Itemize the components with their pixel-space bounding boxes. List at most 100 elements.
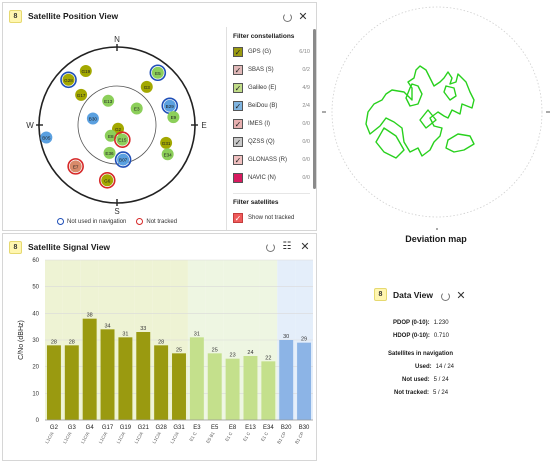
bar-g31[interactable] <box>172 353 186 420</box>
satellite-e7[interactable]: E7 <box>67 158 84 175</box>
satellite-e15[interactable]: E15 <box>114 131 131 148</box>
satellite-label: B30 <box>89 117 98 122</box>
bar-g28[interactable] <box>154 345 169 420</box>
close-icon[interactable]: ✕ <box>300 240 310 253</box>
constellation-checkbox[interactable]: ✓ <box>233 119 243 129</box>
satellite-status-ring <box>60 71 77 89</box>
bar-value-label: 31 <box>194 331 200 337</box>
satellite-g28[interactable]: G28 <box>60 71 77 89</box>
constellation-filter-sbas[interactable]: ✓ SBAS (S) 0/2 <box>233 63 310 77</box>
filter-satellites-title: Filter satellites <box>233 199 279 206</box>
satellite-b07[interactable]: B07 <box>114 151 132 168</box>
bar-value-label: 29 <box>301 337 307 343</box>
position-panel-header: 8 Satellite Position View <box>9 7 118 25</box>
satellite-label: G3 <box>144 85 151 90</box>
legend-not-used: Not used in navigation <box>67 218 127 225</box>
satellite-e34[interactable]: E34 <box>161 148 174 161</box>
not-tracked-label: Not tracked: <box>394 390 430 396</box>
constellation-filter-navic[interactable]: NAVIC (N) 0/0 <box>233 171 310 185</box>
refresh-icon[interactable] <box>264 241 276 253</box>
satellite-dot <box>167 111 180 124</box>
bar-value-label: 23 <box>230 353 236 359</box>
satellite-b30[interactable]: B30 <box>86 112 99 125</box>
satellite-g3[interactable]: G3 <box>140 80 153 93</box>
satellite-e13[interactable]: E13 <box>102 94 115 107</box>
bar-g4[interactable] <box>82 318 97 420</box>
close-icon[interactable]: ✕ <box>456 289 466 302</box>
not-used-legend-icon <box>57 218 64 225</box>
satellite-dot <box>40 131 53 144</box>
data-view-title: Data View <box>393 289 434 300</box>
satellite-g17[interactable]: G17 <box>75 88 88 101</box>
filter-scrollbar[interactable] <box>313 29 316 189</box>
data-view-panel: 8 Data View ✕ PDOP (0-10): 1.230 HDOP (0-… <box>368 285 518 405</box>
close-icon[interactable]: ✕ <box>298 10 308 23</box>
bar-e13[interactable] <box>243 356 258 420</box>
satellite-b05[interactable]: B05 <box>40 131 53 144</box>
settings-icon[interactable]: ☷ <box>282 240 292 252</box>
bar-b30[interactable] <box>297 342 312 420</box>
not-used-label: Not used: <box>402 377 430 383</box>
constellation-filter-qzss[interactable]: ✓ QZSS (Q) 0/0 <box>233 135 310 149</box>
bar-b20[interactable] <box>279 340 294 420</box>
constellation-checkbox[interactable]: ✓ <box>233 155 243 165</box>
constellation-filter-imes[interactable]: ✓ IMES (I) 0/0 <box>233 117 310 131</box>
constellation-checkbox[interactable]: ✓ <box>233 47 243 57</box>
refresh-icon[interactable] <box>281 11 293 23</box>
constellation-count: 4/9 <box>302 85 310 91</box>
bar-value-label: 28 <box>51 339 57 345</box>
refresh-icon[interactable] <box>439 290 451 302</box>
filter-sidebar: Filter constellations ✓ GPS (G) 6/10 ✓ SBAS … <box>226 27 316 230</box>
satellite-e9[interactable]: E9 <box>167 111 180 124</box>
legend-not-tracked: Not tracked <box>146 218 178 225</box>
bar-g21[interactable] <box>136 332 151 420</box>
satellite-e36[interactable]: E36 <box>103 146 116 159</box>
constellation-checkbox[interactable]: ✓ <box>233 137 243 147</box>
signal-type-label: L1C/A <box>80 431 91 444</box>
constellation-filter-gps[interactable]: ✓ GPS (G) 6/10 <box>233 45 310 59</box>
satellite-label: G31 <box>162 141 171 146</box>
x-tick-label: E8 <box>229 425 237 431</box>
bar-e3[interactable] <box>189 337 204 420</box>
satellite-e3[interactable]: E3 <box>130 102 143 115</box>
constellation-filter-beidou[interactable]: ✓ BeiDou (B) 2/4 <box>233 99 310 113</box>
show-not-tracked-checkbox[interactable]: ✓ <box>233 213 243 223</box>
signal-badge: 8 <box>9 240 22 254</box>
bar-e8[interactable] <box>225 358 240 420</box>
satellite-e5[interactable]: E5 <box>149 64 167 82</box>
satellite-g19[interactable]: G19 <box>79 64 92 77</box>
bar-value-label: 22 <box>265 355 271 361</box>
satellite-g31[interactable]: G31 <box>160 136 173 149</box>
constellation-checkbox[interactable]: ✓ <box>233 101 243 111</box>
x-tick-label: G17 <box>102 425 114 431</box>
satellite-label: E13 <box>104 99 113 104</box>
satellite-signal-panel: 8 Satellite Signal View ☷ ✕ 0 10 20 30 40 50 6… <box>2 233 317 461</box>
sats-nav-title: Satellites in navigation <box>388 351 454 357</box>
satellite-label: G28 <box>64 78 73 83</box>
satellite-e8[interactable]: E8 <box>104 129 117 142</box>
satellite-b29[interactable]: B29 <box>161 97 179 115</box>
satellite-dot <box>140 80 153 93</box>
y-tick-label: 10 <box>32 391 39 397</box>
bar-g19[interactable] <box>118 337 133 420</box>
x-tick-label: G2 <box>50 425 59 431</box>
x-tick-label: E3 <box>193 425 201 431</box>
signal-type-label: L1C/A <box>134 431 145 444</box>
constellation-filter-glonass[interactable]: ✓ GLONASS (R) 0/0 <box>233 153 310 167</box>
bar-e5[interactable] <box>207 353 222 420</box>
bar-value-label: 38 <box>87 313 93 319</box>
constellation-checkbox[interactable]: ✓ <box>233 83 243 93</box>
constellation-filter-galileo[interactable]: ✓ Galileo (E) 4/9 <box>233 81 310 95</box>
satellite-label: E7 <box>73 164 79 169</box>
bar-g3[interactable] <box>64 345 79 420</box>
satellite-g6[interactable]: G6 <box>98 172 116 189</box>
bar-e34[interactable] <box>261 361 276 420</box>
signal-type-label: E1 C <box>188 430 198 442</box>
bar-g2[interactable] <box>46 345 61 420</box>
not-used-value: 5 / 24 <box>433 377 449 383</box>
bar-value-label: 34 <box>104 323 110 329</box>
constellation-checkbox[interactable]: ✓ <box>233 65 243 75</box>
show-not-tracked-toggle[interactable]: ✓ Show not tracked <box>233 211 310 225</box>
bar-g17[interactable] <box>100 329 115 420</box>
constellation-checkbox[interactable] <box>233 173 243 183</box>
